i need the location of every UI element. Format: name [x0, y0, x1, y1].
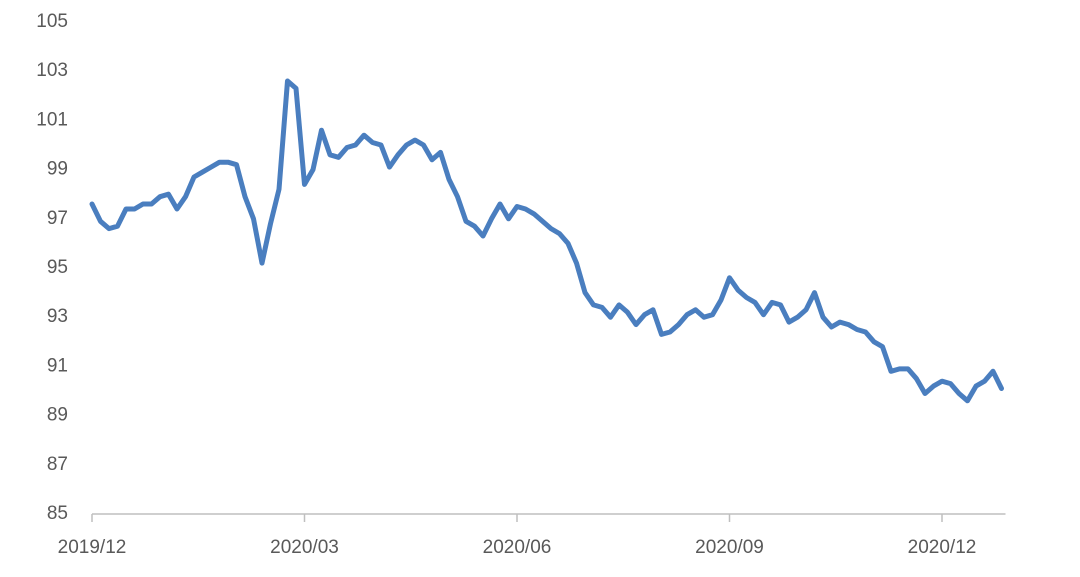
y-tick-label: 95 — [47, 257, 68, 278]
y-tick-label: 89 — [47, 405, 68, 426]
x-tick-label: 2020/09 — [695, 537, 764, 558]
y-tick-label: 85 — [47, 503, 68, 524]
y-tick-label: 105 — [36, 11, 68, 32]
y-tick-label: 93 — [47, 306, 68, 327]
y-tick-label: 87 — [47, 454, 68, 475]
y-tick-label: 101 — [36, 109, 68, 130]
x-tick-label: 2020/06 — [483, 537, 552, 558]
y-tick-label: 97 — [47, 208, 68, 229]
y-tick-label: 99 — [47, 159, 68, 180]
x-tick-label: 2019/12 — [58, 537, 127, 558]
x-tick-label: 2020/12 — [908, 537, 977, 558]
x-tick-label: 2020/03 — [270, 537, 339, 558]
y-tick-label: 103 — [36, 60, 68, 81]
series-line — [89, 78, 1004, 404]
y-tick-label: 91 — [47, 355, 68, 376]
